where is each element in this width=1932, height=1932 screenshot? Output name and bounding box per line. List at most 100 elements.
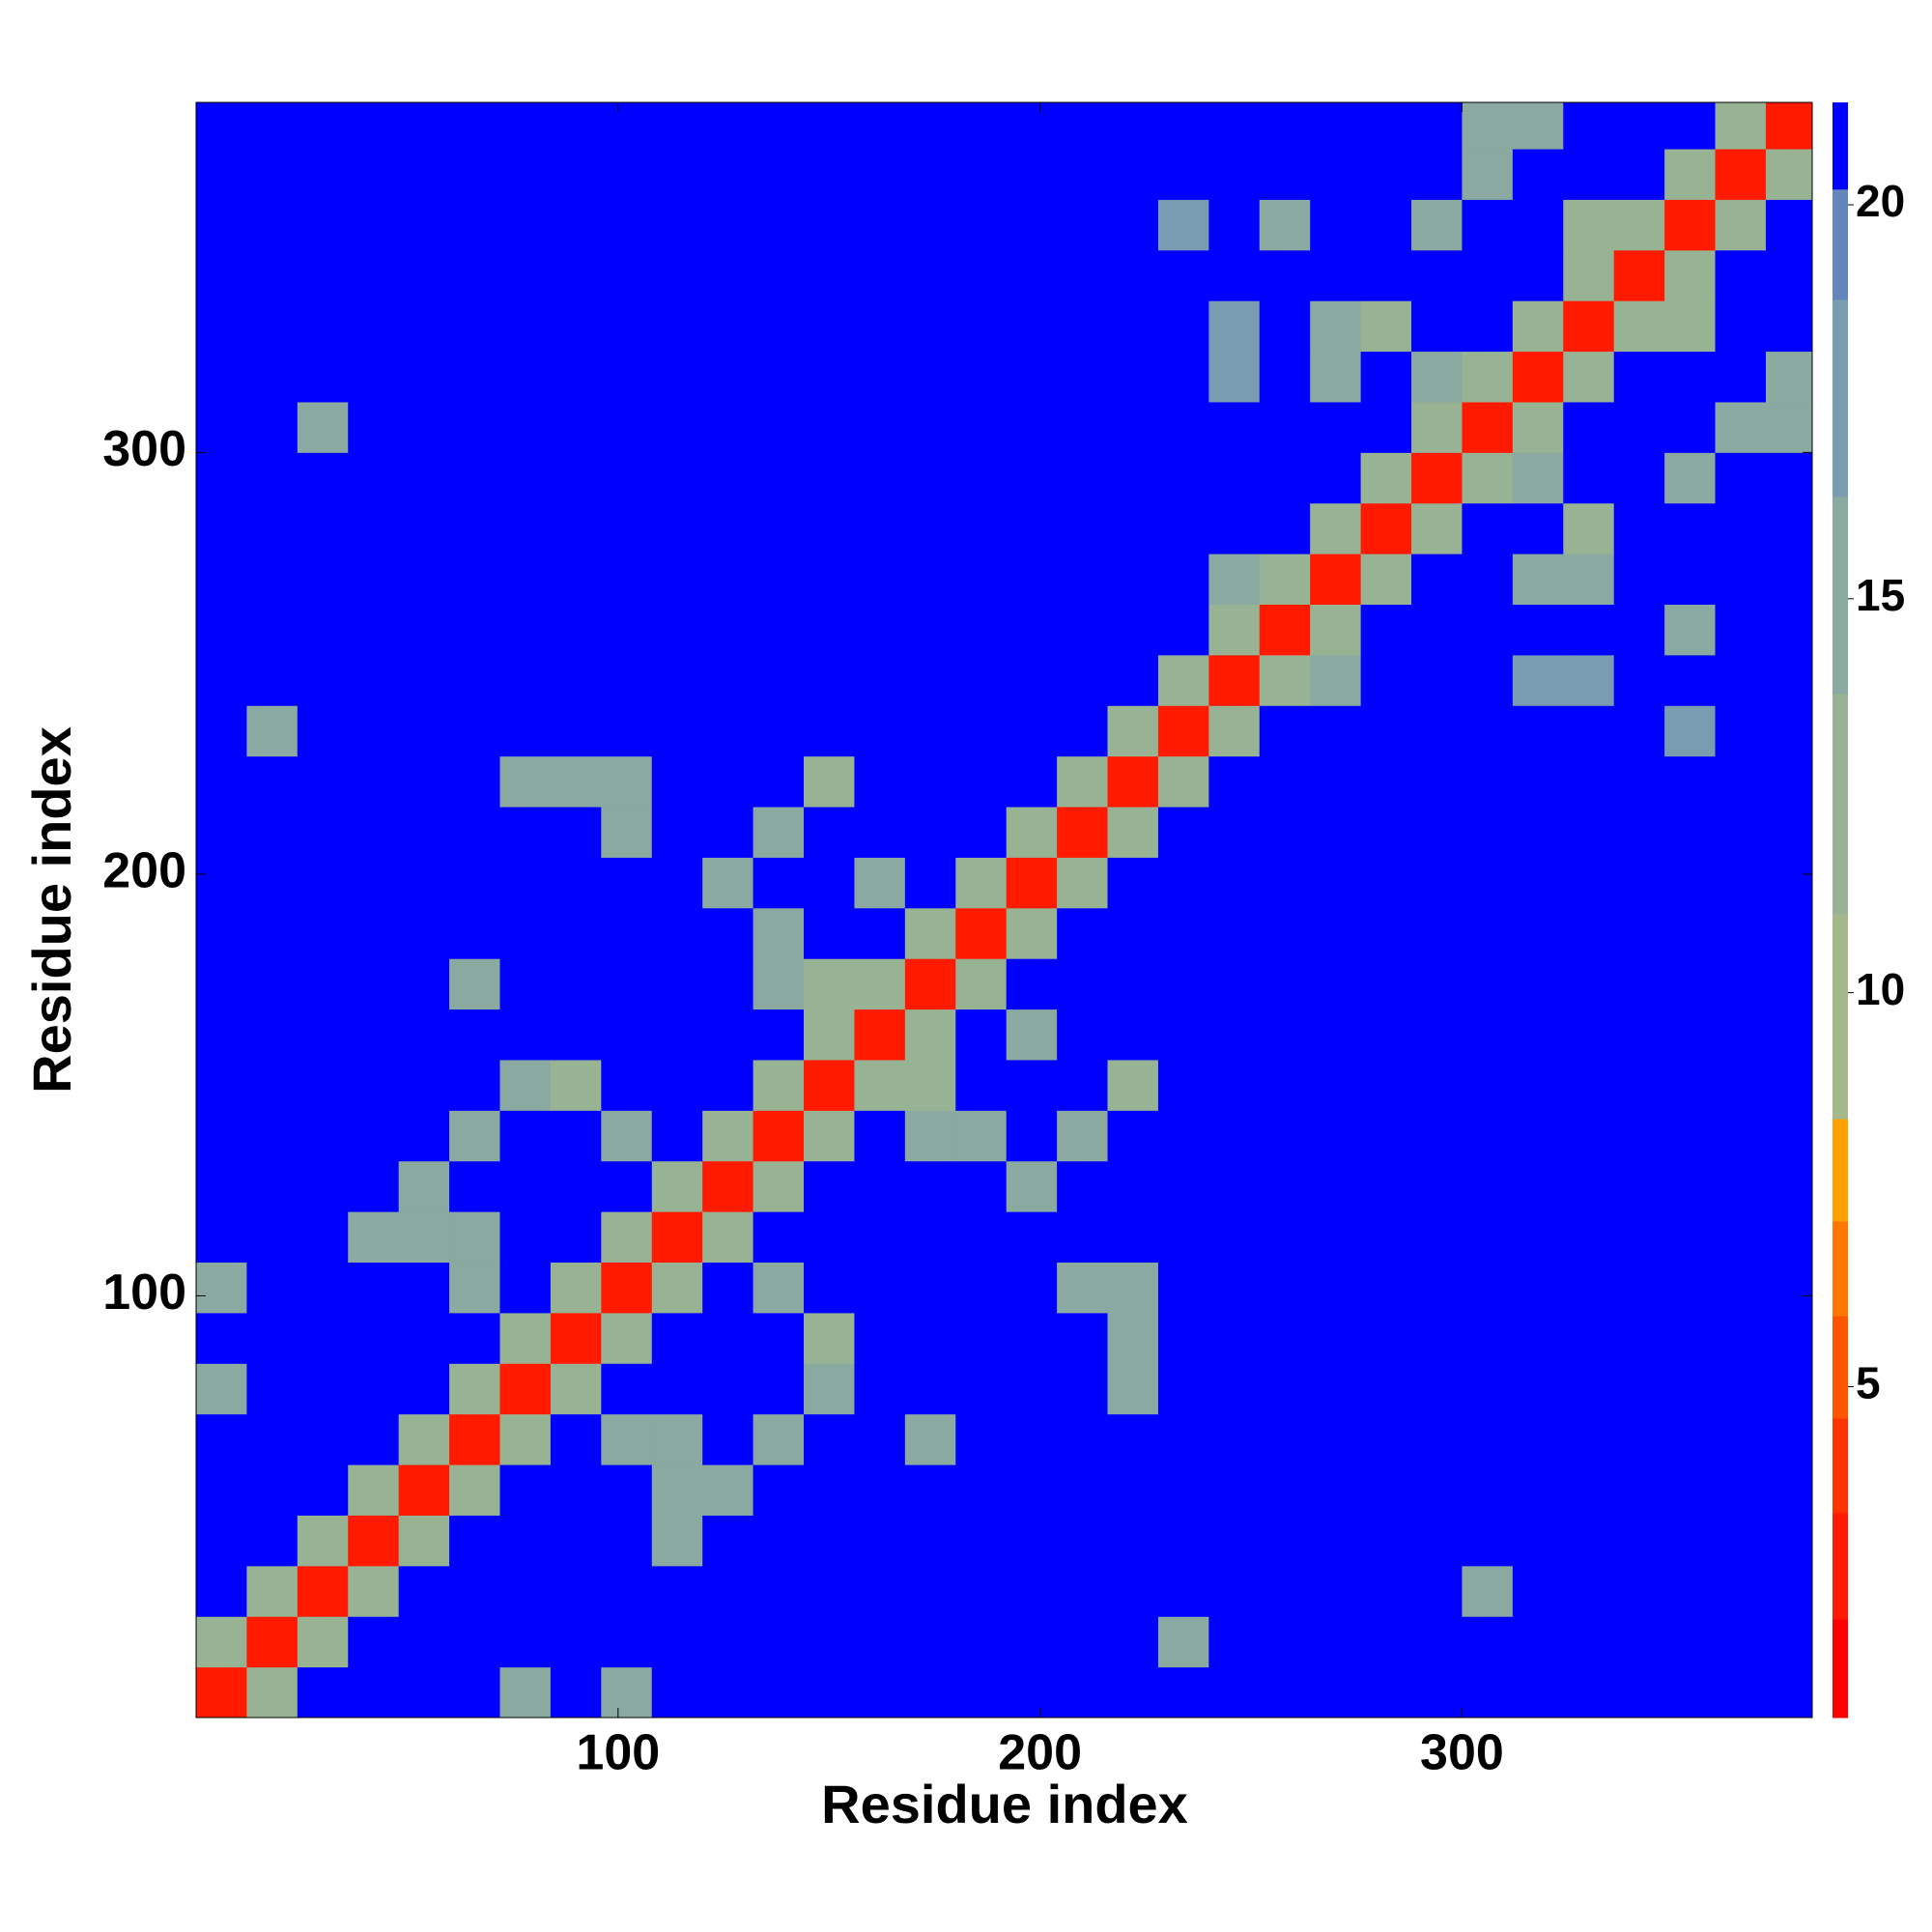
heatmap-cell — [904, 1211, 956, 1264]
heatmap-cell — [1310, 554, 1362, 605]
heatmap-cell — [1208, 149, 1261, 200]
heatmap-cell — [1157, 149, 1209, 200]
heatmap-cell — [449, 1565, 501, 1617]
heatmap-cell — [753, 1009, 805, 1061]
heatmap-cell — [702, 1009, 754, 1061]
heatmap-cell — [1715, 755, 1767, 808]
heatmap-cell — [1512, 300, 1564, 353]
heatmap-cell — [1715, 452, 1767, 504]
heatmap-cell — [1107, 1616, 1159, 1668]
heatmap-cell — [1715, 958, 1767, 1010]
heatmap-cell — [854, 654, 906, 706]
heatmap-cell — [1006, 199, 1058, 251]
heatmap-cell — [601, 554, 653, 605]
heatmap-cell — [348, 1059, 400, 1111]
heatmap-cell — [1107, 1312, 1159, 1364]
heatmap-cell — [904, 705, 956, 757]
heatmap-cell — [702, 452, 754, 504]
heatmap-cell — [804, 1160, 855, 1212]
heatmap-cell — [1715, 1059, 1767, 1111]
heatmap-cell — [1715, 199, 1767, 251]
heatmap-cell — [601, 1009, 653, 1061]
heatmap-cell — [702, 1464, 754, 1516]
heatmap-cell — [297, 554, 349, 605]
heatmap-cell — [1157, 857, 1209, 909]
colorbar-band — [1833, 298, 1848, 497]
heatmap-cell — [1360, 907, 1412, 959]
heatmap-cell — [499, 249, 552, 301]
heatmap-cell — [1563, 604, 1615, 656]
heatmap-cell — [1006, 1616, 1058, 1668]
heatmap-cell — [1157, 1160, 1209, 1212]
heatmap-cell — [1765, 1312, 1813, 1364]
heatmap-cell — [398, 1515, 450, 1567]
heatmap-cell — [550, 1666, 602, 1719]
heatmap-cell — [550, 807, 602, 858]
heatmap-cell — [1563, 1262, 1615, 1314]
heatmap-cell — [651, 502, 703, 554]
heatmap-cell — [601, 1616, 653, 1668]
heatmap-cell — [904, 1312, 956, 1364]
heatmap-cell — [854, 1160, 906, 1212]
heatmap-cell — [1157, 1616, 1209, 1668]
heatmap-cell — [1310, 502, 1362, 554]
heatmap-cell — [1613, 452, 1665, 504]
heatmap-cell — [1613, 755, 1665, 808]
heatmap-cell — [1462, 102, 1514, 150]
heatmap-cell — [1310, 1312, 1362, 1364]
heatmap-cell — [499, 1312, 552, 1364]
heatmap-cell — [550, 1262, 602, 1314]
heatmap-cell — [1765, 1565, 1813, 1617]
heatmap-cell — [1715, 1616, 1767, 1668]
heatmap-cell — [1613, 149, 1665, 200]
heatmap-cell — [1208, 452, 1261, 504]
heatmap-cell — [449, 554, 501, 605]
heatmap-cell — [1613, 502, 1665, 554]
heatmap-cell — [753, 199, 805, 251]
heatmap-cell — [955, 1363, 1008, 1415]
heatmap-cell — [1613, 300, 1665, 353]
heatmap-cell — [1006, 401, 1058, 453]
heatmap-cell — [1006, 1464, 1058, 1516]
heatmap-cell — [1664, 1616, 1717, 1668]
heatmap-cell — [1107, 1413, 1159, 1465]
heatmap-cell — [1006, 149, 1058, 200]
heatmap-cell — [1057, 755, 1109, 808]
heatmap-cell — [550, 102, 602, 150]
heatmap-cell — [1613, 1059, 1665, 1111]
heatmap-cell — [1006, 1110, 1058, 1162]
heatmap-cell — [1715, 149, 1767, 200]
heatmap-cell — [1310, 1211, 1362, 1264]
heatmap-cell — [398, 1312, 450, 1364]
heatmap-cell — [854, 199, 906, 251]
heatmap-cell — [1208, 1312, 1261, 1364]
heatmap-cell — [651, 452, 703, 504]
heatmap-cell — [1360, 1160, 1412, 1212]
heatmap-cell — [1107, 857, 1159, 909]
heatmap-cell — [1157, 452, 1209, 504]
heatmap-cell — [1462, 1565, 1514, 1617]
heatmap-cell — [854, 1059, 906, 1111]
heatmap-cell — [1664, 401, 1717, 453]
heatmap-cell — [904, 1565, 956, 1617]
heatmap-cell — [1360, 249, 1412, 301]
heatmap-cell — [1765, 1211, 1813, 1264]
heatmap-cell — [1157, 1059, 1209, 1111]
heatmap-cell — [1057, 502, 1109, 554]
heatmap-cell — [1310, 857, 1362, 909]
heatmap-cell — [1664, 1211, 1717, 1264]
heatmap-cell — [651, 351, 703, 403]
y-tick-label: 100 — [102, 1264, 186, 1321]
heatmap-cell — [1360, 1666, 1412, 1719]
heatmap-cell — [1310, 1262, 1362, 1314]
heatmap-cell — [702, 401, 754, 453]
heatmap-cell — [753, 1565, 805, 1617]
heatmap-cell — [1157, 102, 1209, 150]
heatmap-cell — [1715, 1413, 1767, 1465]
heatmap-cell — [1715, 1666, 1767, 1719]
heatmap-cell — [348, 401, 400, 453]
heatmap-cell — [955, 1211, 1008, 1264]
heatmap-cell — [1563, 705, 1615, 757]
colorbar-tick-label: 20 — [1856, 176, 1905, 226]
